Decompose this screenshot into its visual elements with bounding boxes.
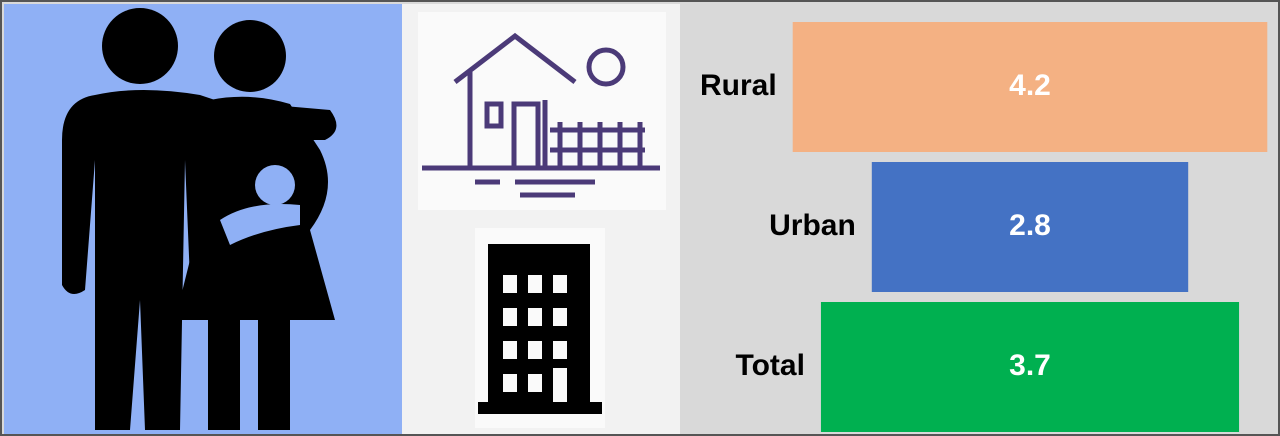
- bar: [871, 162, 1189, 292]
- value-label: 3.7: [1009, 349, 1051, 382]
- category-label: Urban: [769, 209, 856, 242]
- category-label: Rural: [700, 69, 777, 102]
- family-panel: [4, 4, 402, 434]
- category-label: Total: [736, 349, 805, 382]
- value-label: 2.8: [1009, 209, 1051, 242]
- value-label: 4.2: [1009, 69, 1051, 102]
- bar: [820, 302, 1240, 432]
- home-icons-panel: [402, 4, 680, 434]
- bar: [792, 22, 1268, 152]
